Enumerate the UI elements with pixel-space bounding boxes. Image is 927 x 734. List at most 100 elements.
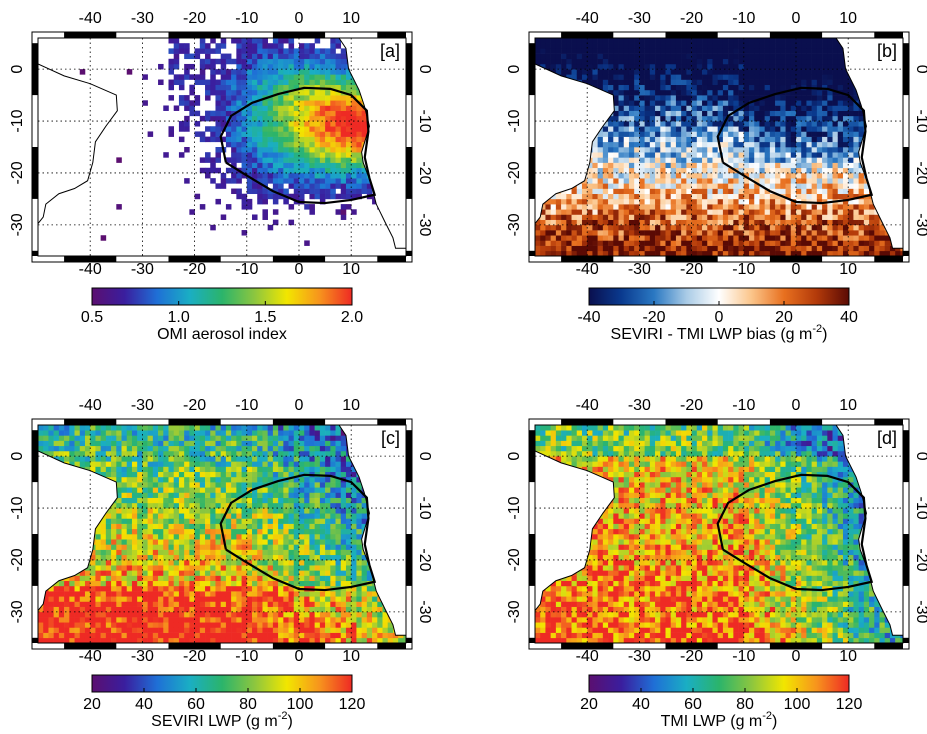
field-cell xyxy=(842,84,849,91)
field-cell xyxy=(675,209,682,215)
field-cell xyxy=(550,240,557,246)
field-cell xyxy=(309,95,315,101)
field-cell xyxy=(806,74,812,80)
field-cell xyxy=(330,136,336,143)
field-cell xyxy=(608,141,614,148)
field-cell xyxy=(613,58,619,65)
field-cell xyxy=(842,193,849,200)
field-cell xyxy=(722,69,729,75)
field-cell xyxy=(869,235,875,241)
field-cell xyxy=(634,193,640,200)
field-cell xyxy=(309,69,315,75)
field-cell xyxy=(634,245,640,252)
field-cell xyxy=(769,224,776,231)
field-cell xyxy=(686,147,692,153)
field-cell xyxy=(722,100,729,106)
field-cell xyxy=(309,136,315,143)
field-cell xyxy=(623,95,630,101)
field-cell xyxy=(675,121,682,127)
field-cell xyxy=(613,219,619,226)
field-cell xyxy=(53,596,60,602)
field-cell xyxy=(340,63,347,70)
field-cell xyxy=(728,121,734,127)
field-cell xyxy=(236,38,242,44)
field-cell xyxy=(801,188,807,195)
field-cell xyxy=(79,596,86,602)
field-cell xyxy=(74,611,81,618)
field-cell xyxy=(686,79,692,86)
field-cell xyxy=(811,131,818,137)
field-cell xyxy=(592,157,598,163)
field-cell xyxy=(84,637,91,643)
field-cell xyxy=(806,43,812,49)
field-cell xyxy=(759,193,765,200)
field-cell xyxy=(655,89,661,96)
field-cell xyxy=(205,152,211,158)
field-cell xyxy=(775,53,781,60)
field-cell xyxy=(602,121,609,127)
field-cell xyxy=(241,58,248,65)
field-cell xyxy=(733,105,739,111)
field-cell xyxy=(707,121,713,127)
field-cell xyxy=(790,95,797,101)
field-cell xyxy=(236,89,242,96)
field-cell xyxy=(738,141,745,148)
field-cell xyxy=(335,95,342,101)
field-cell xyxy=(69,445,75,452)
field-cell xyxy=(801,63,807,70)
field-cell xyxy=(298,126,305,132)
field-cell xyxy=(283,53,289,60)
field-cell xyxy=(116,204,122,210)
field-cell xyxy=(613,136,619,143)
field-cell xyxy=(717,43,724,49)
field-cell xyxy=(64,591,70,597)
field-cell xyxy=(288,121,295,127)
field-cell xyxy=(707,209,713,215)
field-cell xyxy=(769,245,776,252)
field-cell xyxy=(95,585,101,592)
field-cell xyxy=(246,198,253,205)
field-cell xyxy=(769,126,776,132)
field-cell xyxy=(691,53,698,60)
field-cell xyxy=(681,183,687,189)
field-cell xyxy=(712,147,718,153)
field-cell xyxy=(608,230,614,236)
field-cell xyxy=(356,89,362,96)
field-cell xyxy=(842,105,849,111)
field-cell xyxy=(597,69,604,75)
field-cell xyxy=(670,198,677,205)
field-cell xyxy=(795,172,802,179)
field-cell xyxy=(597,172,604,179)
field-cell xyxy=(345,79,352,86)
field-cell xyxy=(628,178,635,184)
field-cell xyxy=(827,204,833,210)
field-cell xyxy=(64,450,70,457)
field-cell xyxy=(555,53,562,60)
field-cell xyxy=(717,53,724,60)
field-cell xyxy=(111,430,117,436)
field-cell xyxy=(555,43,562,49)
x-tick-label-top: -20 xyxy=(680,10,703,27)
field-cell xyxy=(842,183,849,189)
field-cell xyxy=(325,152,331,158)
field-cell xyxy=(58,591,65,597)
colorbar-label-text: SEVIRI - TMI LWP bias (g m xyxy=(611,326,813,343)
field-cell xyxy=(785,193,792,200)
field-cell xyxy=(759,48,765,54)
field-cell xyxy=(304,240,310,246)
field-cell xyxy=(675,157,682,163)
field-cell xyxy=(696,183,703,189)
field-cell xyxy=(806,58,812,65)
field-cell xyxy=(660,250,666,256)
field-cell xyxy=(335,162,342,169)
field-cell xyxy=(215,105,221,111)
field-cell xyxy=(759,188,765,195)
field-cell xyxy=(225,204,232,210)
field-cell xyxy=(634,183,640,189)
field-cell xyxy=(314,172,321,179)
field-cell xyxy=(806,79,812,86)
field-cell xyxy=(608,183,614,189)
field-cell xyxy=(832,48,839,54)
field-cell xyxy=(749,235,755,241)
field-cell xyxy=(314,183,321,189)
